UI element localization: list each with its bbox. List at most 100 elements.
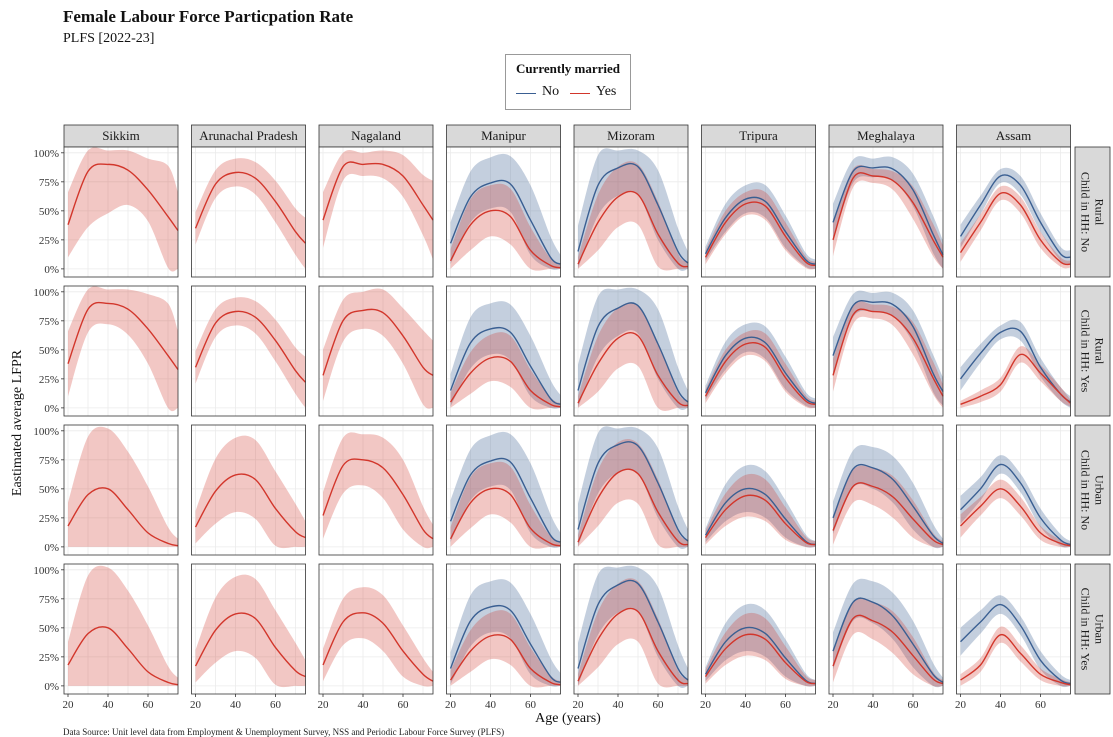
confidence-band-yes xyxy=(833,598,943,687)
y-tick-label-r2-2: 50% xyxy=(39,484,59,496)
confidence-band-yes xyxy=(450,461,561,549)
panel-background xyxy=(701,147,816,277)
x-tick-label-c6-2: 60 xyxy=(908,699,920,711)
panel-border xyxy=(573,424,689,556)
y-tick-label-r1-2: 50% xyxy=(39,345,59,357)
confidence-band-yes xyxy=(68,147,178,272)
panel-border xyxy=(318,424,434,556)
panel-border xyxy=(573,146,689,278)
confidence-band-yes xyxy=(68,565,178,686)
panel-r0-c6 xyxy=(828,146,944,278)
series-line-yes xyxy=(577,468,689,546)
series-line-yes xyxy=(194,171,307,244)
confidence-band-yes xyxy=(833,301,943,408)
legend-swatch-no xyxy=(516,93,536,94)
panel-border xyxy=(956,285,1071,417)
panel-border xyxy=(191,285,306,417)
y-tick-label-r2-4: 100% xyxy=(33,426,59,438)
confidence-band-no xyxy=(705,182,816,269)
series-line-yes xyxy=(960,634,1071,686)
confidence-band-yes xyxy=(578,161,688,271)
confidence-band-no xyxy=(705,322,816,408)
panel-background xyxy=(64,286,178,416)
panel-r0-c5 xyxy=(701,146,816,278)
y-tick-label-r2-3: 75% xyxy=(39,455,59,467)
panel-r3-c5 xyxy=(701,563,816,695)
facet-label-col-6: Meghalaya xyxy=(857,128,915,143)
confidence-band-no xyxy=(833,578,943,688)
y-tick-label-r0-0: 0% xyxy=(44,264,59,276)
confidence-band-no xyxy=(578,426,688,550)
confidence-band-yes xyxy=(578,439,688,549)
x-tick-label-c4-1: 40 xyxy=(613,699,625,711)
series-line-yes xyxy=(449,487,561,547)
confidence-band-yes xyxy=(450,332,561,410)
panel-r1-c6 xyxy=(828,285,944,417)
series-line-yes xyxy=(832,614,944,685)
panel-background xyxy=(191,147,306,277)
panel-background xyxy=(191,425,306,555)
confidence-band-no xyxy=(450,301,561,409)
facet-strip-row-1 xyxy=(1074,285,1111,417)
legend-swatch-yes xyxy=(570,93,590,94)
panel-border xyxy=(956,146,1071,278)
panel-r1-c7 xyxy=(956,285,1071,417)
series-line-yes xyxy=(449,209,561,269)
facet-strip-row-0 xyxy=(1074,146,1111,278)
series-line-yes xyxy=(577,190,689,268)
panel-r2-c3 xyxy=(446,424,561,556)
facet-label-col-5: Tripura xyxy=(739,128,778,143)
panel-border xyxy=(573,563,689,695)
facet-label-row-0-line-0: Rural xyxy=(1093,199,1107,226)
y-tick-label-r3-1: 25% xyxy=(39,652,59,664)
x-tick-label-c3-0: 20 xyxy=(445,699,457,711)
x-tick-label-c7-1: 40 xyxy=(995,699,1007,711)
confidence-band-yes xyxy=(450,183,561,271)
series-line-no xyxy=(449,604,561,684)
series-line-no xyxy=(577,162,689,264)
panel-border xyxy=(63,424,179,556)
x-tick-label-c7-0: 20 xyxy=(955,699,967,711)
series-line-yes xyxy=(960,353,1071,406)
y-tick-label-r1-1: 25% xyxy=(39,374,59,386)
x-tick-label-c3-1: 40 xyxy=(485,699,497,711)
x-tick-label-c5-1: 40 xyxy=(740,699,752,711)
panel-r3-c7 xyxy=(956,563,1071,695)
panel-background xyxy=(319,286,433,416)
panel-background xyxy=(191,286,306,416)
series-line-yes xyxy=(449,356,561,408)
panel-r2-c5 xyxy=(701,424,816,556)
x-tick-label-c0-2: 60 xyxy=(143,699,155,711)
x-tick-label-c2-1: 40 xyxy=(358,699,370,711)
panel-border xyxy=(318,285,434,417)
panel-background xyxy=(64,425,178,555)
panel-background xyxy=(701,286,816,416)
y-tick-label-r3-3: 75% xyxy=(39,594,59,606)
panel-border xyxy=(446,424,561,556)
facet-label-col-0: Sikkim xyxy=(102,128,140,143)
panel-border xyxy=(701,285,816,417)
panel-r0-c4 xyxy=(573,146,689,278)
y-tick-label-r0-2: 50% xyxy=(39,206,59,218)
x-tick-label-c7-2: 60 xyxy=(1035,699,1047,711)
confidence-band-yes xyxy=(960,185,1071,269)
x-tick-label-c3-2: 60 xyxy=(525,699,537,711)
panel-background xyxy=(319,425,433,555)
series-line-yes xyxy=(449,634,561,686)
panel-border xyxy=(318,563,434,695)
series-line-no xyxy=(832,300,944,392)
x-tick-label-c6-1: 40 xyxy=(868,699,880,711)
confidence-band-yes xyxy=(323,587,433,687)
facet-strip-row-2 xyxy=(1074,424,1111,556)
y-tick-label-r1-4: 100% xyxy=(33,287,59,299)
series-line-yes xyxy=(67,301,179,371)
confidence-band-yes xyxy=(450,610,561,688)
series-line-no xyxy=(959,463,1071,546)
panel-border xyxy=(318,146,434,278)
panel-background xyxy=(319,564,433,694)
x-tick-label-c4-0: 20 xyxy=(573,699,585,711)
panel-border xyxy=(828,424,944,556)
confidence-band-yes xyxy=(960,626,1071,687)
panel-r0-c1 xyxy=(191,146,307,278)
series-line-no xyxy=(960,603,1071,685)
